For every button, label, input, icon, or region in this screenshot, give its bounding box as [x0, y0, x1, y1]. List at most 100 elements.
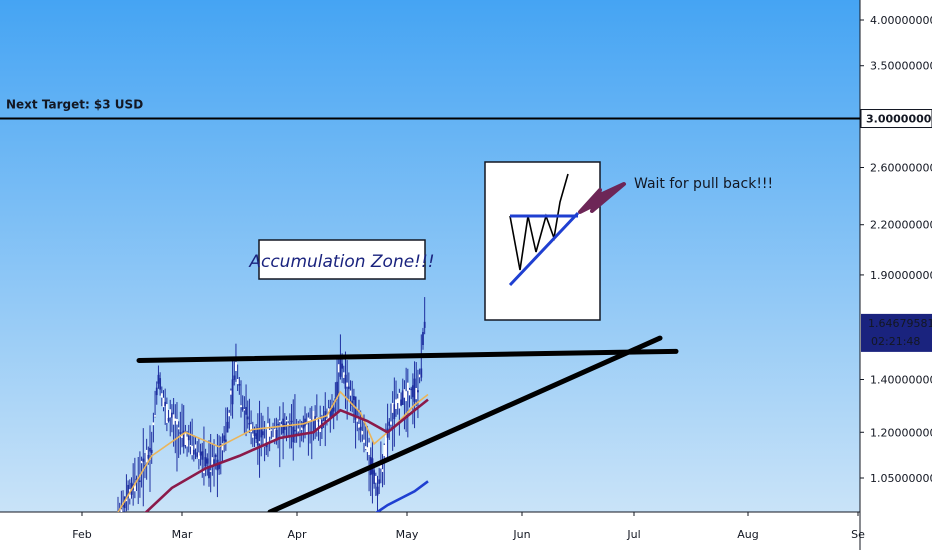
candle — [417, 369, 419, 419]
candle — [410, 386, 413, 400]
candle — [208, 440, 210, 487]
resistance-trendline[interactable] — [136, 348, 679, 363]
accumulation-zone-note[interactable]: Accumulation Zone!!! — [248, 239, 435, 280]
candle — [241, 395, 244, 412]
candle — [135, 475, 138, 491]
candle — [245, 384, 247, 437]
candle — [388, 418, 391, 440]
candle — [290, 404, 293, 449]
candle — [206, 453, 209, 476]
y-tick-label: 4.00000000 — [870, 14, 932, 27]
candle — [403, 380, 406, 430]
x-tick-label: Mar — [172, 528, 193, 541]
candle — [231, 360, 234, 419]
candle — [324, 392, 327, 447]
y-tick-label: 1.05000000 — [870, 472, 932, 485]
candle — [358, 399, 360, 441]
candle — [383, 443, 386, 485]
candle — [378, 468, 381, 495]
x-tick-label: Feb — [72, 528, 91, 541]
candle — [221, 433, 224, 462]
candle — [385, 423, 387, 460]
candle — [145, 438, 148, 480]
y-tick-label: 2.20000000 — [870, 219, 932, 232]
candle — [159, 372, 162, 396]
plot-background — [0, 0, 860, 512]
x-tick-label: Aug — [737, 528, 758, 541]
candle — [361, 418, 364, 442]
candle — [337, 359, 340, 412]
candle — [255, 424, 258, 443]
candle — [229, 388, 232, 416]
pattern-support — [508, 211, 580, 287]
candle — [277, 419, 279, 449]
candle — [312, 411, 315, 441]
support-trendline[interactable] — [267, 335, 663, 512]
candle — [251, 421, 254, 447]
candle — [218, 435, 220, 475]
candle — [411, 373, 414, 425]
candle — [236, 364, 239, 392]
candle — [243, 396, 246, 433]
candle — [223, 426, 226, 453]
candle — [169, 399, 172, 437]
candle — [226, 407, 229, 433]
candle — [164, 388, 167, 425]
candle — [400, 392, 402, 407]
candle — [250, 410, 253, 445]
candle — [302, 415, 305, 443]
candle — [356, 410, 359, 432]
candle — [194, 436, 197, 460]
y-tick-label: 2.60000000 — [870, 162, 932, 175]
candle — [408, 387, 411, 408]
candle — [413, 361, 416, 429]
candle — [347, 372, 350, 400]
candle — [376, 475, 379, 512]
candle — [120, 490, 123, 512]
y-tick-label: 1.40000000 — [870, 373, 932, 386]
candle — [393, 377, 396, 447]
candle — [344, 351, 347, 409]
candle — [179, 411, 182, 455]
plot-layer — [117, 297, 679, 512]
pullback-arrow-icon — [578, 182, 626, 214]
candle — [272, 422, 274, 443]
moving-average-line-2 — [144, 398, 429, 512]
time-axis-ticks: Feb Mar Apr May Jun Jul Aug Se — [72, 512, 865, 541]
moving-average-line-3 — [375, 480, 429, 512]
candle — [197, 438, 200, 470]
candle — [346, 360, 349, 420]
candle — [240, 380, 242, 418]
pullback-text: Wait for pull back!!! — [634, 176, 773, 192]
time-axis-background — [0, 512, 860, 550]
candle — [192, 435, 195, 462]
candle — [211, 443, 214, 476]
candle — [359, 410, 362, 443]
candle — [366, 425, 369, 461]
candle — [199, 443, 202, 466]
y-tick-label: 1.90000000 — [870, 269, 932, 282]
candle — [150, 431, 153, 464]
candle — [415, 362, 418, 407]
candle — [305, 413, 308, 434]
candle — [154, 390, 156, 418]
candle — [405, 367, 408, 432]
candle — [391, 391, 394, 451]
candle — [172, 398, 175, 447]
price-axis-background — [860, 0, 932, 550]
pattern-diagram[interactable] — [484, 161, 601, 321]
candle — [171, 404, 173, 433]
candle — [396, 393, 399, 415]
candle — [238, 376, 241, 395]
candle — [368, 437, 370, 492]
countdown-text: 02:21:48 — [871, 335, 920, 348]
candle — [196, 441, 199, 459]
candle — [181, 403, 183, 448]
x-tick-label: May — [396, 528, 419, 541]
x-tick-label: Jun — [512, 528, 530, 541]
candle — [256, 413, 259, 465]
candle — [177, 421, 180, 458]
candle — [336, 357, 338, 421]
